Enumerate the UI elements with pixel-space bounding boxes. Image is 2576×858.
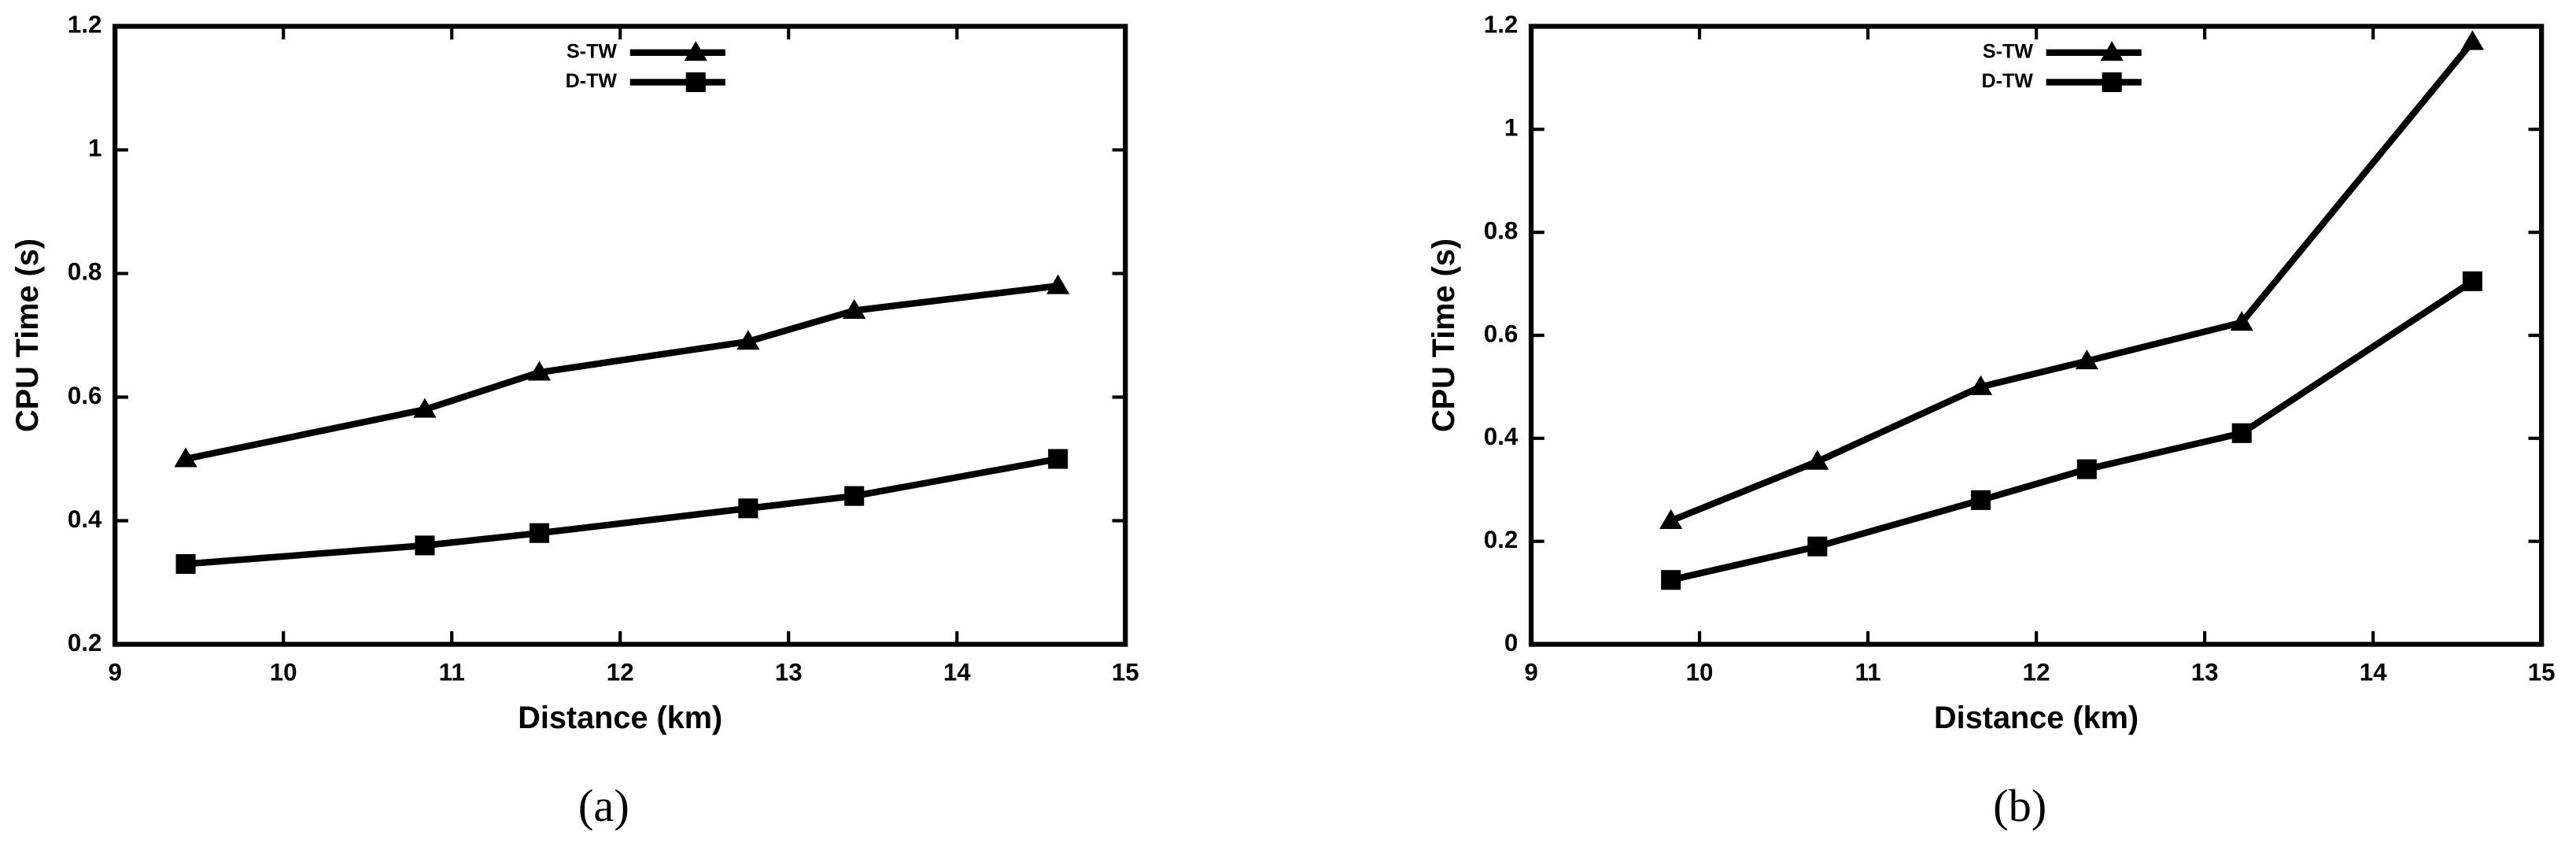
x-tick-label: 13 (2191, 658, 2219, 686)
point-marker (1048, 449, 1068, 469)
y-tick-label: 1.2 (1484, 11, 1519, 39)
x-tick-label: 14 (2360, 658, 2387, 686)
point-marker (2076, 459, 2097, 479)
point-marker (174, 447, 197, 468)
point-marker (2460, 30, 2485, 50)
x-tick-label: 13 (775, 658, 803, 686)
point-marker (843, 298, 866, 320)
point-marker (844, 486, 865, 506)
plot-frame (113, 24, 1128, 647)
legend-marker (685, 72, 706, 92)
legend-label: S-TW (1983, 40, 2033, 62)
point-marker (736, 330, 760, 350)
point-marker (2230, 311, 2253, 331)
point-marker (2462, 271, 2482, 291)
point-marker (527, 361, 552, 381)
x-tick-label: 15 (1112, 658, 1139, 686)
x-axis-title: Distance (km) (518, 701, 722, 735)
point-marker (1969, 375, 1993, 395)
x-tick-label: 14 (943, 658, 971, 686)
point-marker (1970, 490, 1991, 510)
x-tick-label: 10 (1686, 658, 1714, 686)
point-marker (1659, 509, 1683, 529)
point-marker (1806, 449, 1829, 470)
series-line (1670, 39, 2475, 524)
y-tick-label: 0.4 (1484, 423, 1519, 450)
caption: (a) (578, 780, 629, 831)
y-tick-label: 1 (1504, 114, 1518, 142)
legend-label: S-TW (566, 40, 617, 62)
point-marker (175, 553, 196, 574)
y-tick-label: 1.2 (68, 11, 102, 39)
y-tick-label: 0.2 (68, 629, 102, 656)
series-line (185, 283, 1059, 463)
legend-marker (2102, 72, 2122, 92)
point-marker (415, 535, 435, 556)
x-tick-label: 12 (607, 658, 634, 686)
y-tick-label: 1 (88, 135, 101, 162)
point-marker (2231, 423, 2252, 443)
x-tick-label: 12 (2023, 658, 2050, 686)
point-marker (738, 498, 758, 519)
y-axis-title: CPU Time (s) (1426, 239, 1461, 432)
y-tick-label: 0.8 (68, 258, 102, 286)
legend-label: D-TW (1982, 70, 2034, 92)
legend-marker (684, 41, 707, 61)
point-marker (1046, 274, 1070, 294)
y-tick-label: 0 (1504, 629, 1518, 656)
point-marker (1661, 570, 1681, 590)
x-tick-label: 9 (1524, 658, 1537, 686)
y-tick-label: 0.6 (1484, 320, 1519, 347)
x-axis-title: Distance (km) (1934, 701, 2139, 735)
x-tick-label: 9 (108, 658, 121, 686)
x-tick-label: 11 (1855, 658, 1881, 686)
point-marker (1807, 536, 1828, 557)
legend-marker (2100, 41, 2124, 61)
y-axis-title: CPU Time (s) (10, 239, 45, 432)
legend-label: D-TW (566, 70, 618, 92)
caption: (b) (1993, 780, 2046, 831)
x-tick-label: 10 (270, 658, 297, 686)
plot-frame (1528, 24, 2545, 647)
y-tick-label: 0.4 (68, 505, 102, 533)
x-tick-label: 15 (2528, 658, 2556, 686)
y-tick-label: 0.2 (1484, 526, 1519, 553)
series-line (185, 455, 1059, 568)
point-marker (413, 398, 437, 418)
series-line (1670, 278, 2475, 583)
y-tick-label: 0.6 (68, 382, 102, 409)
x-tick-label: 11 (439, 658, 465, 686)
y-tick-label: 0.8 (1484, 216, 1519, 244)
point-marker (529, 523, 550, 543)
point-marker (2075, 349, 2098, 370)
